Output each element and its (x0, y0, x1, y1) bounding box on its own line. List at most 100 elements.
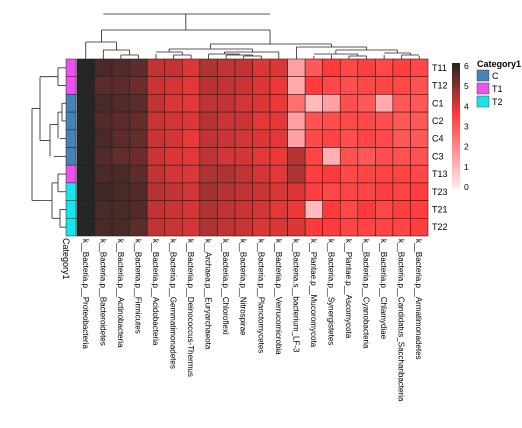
heatmap-cell (339, 111, 359, 131)
heatmap-cells (76, 58, 429, 237)
heatmap-cell (287, 147, 306, 166)
colorbar-segment (452, 98, 460, 101)
colorbar-segment (452, 90, 460, 93)
heatmap-cell (199, 164, 218, 184)
heatmap-cell (164, 147, 183, 166)
heatmap-cell (129, 58, 148, 78)
heatmap-cell (304, 58, 323, 78)
heatmap-cell (164, 129, 183, 148)
colorbar-segment (452, 167, 460, 170)
heatmap-cell (252, 58, 271, 78)
colorbar-segment (452, 108, 460, 112)
heatmap-cell (94, 147, 113, 166)
category-cell (65, 94, 77, 113)
category-legend-swatch (476, 69, 490, 82)
heatmap-cell (252, 182, 271, 201)
heatmap-cell (199, 111, 218, 131)
heatmap-cell (146, 76, 166, 95)
column-label: k__Plantae.p__Mucoromycota (309, 239, 318, 348)
heatmap-cell (234, 164, 253, 184)
heatmap-cell (111, 129, 130, 148)
heatmap-cell (375, 164, 394, 184)
heatmap-cell (111, 200, 130, 219)
heatmap-cell (76, 58, 95, 78)
category-legend-swatch (476, 82, 490, 95)
category-cell (65, 147, 77, 166)
heatmap-cell (357, 76, 376, 95)
heatmap-cell (252, 200, 271, 219)
colorbar-segment (452, 123, 460, 126)
heatmap-cell (199, 58, 218, 78)
heatmap-cell (410, 94, 429, 113)
heatmap-cell (164, 218, 183, 237)
category-cell (65, 200, 77, 219)
heatmap-cell (182, 129, 201, 148)
colorbar-segment (452, 135, 460, 139)
heatmap-cell (269, 182, 288, 201)
heatmap-cell (287, 76, 306, 95)
heatmap-cell (164, 164, 183, 184)
heatmap-cell (357, 218, 376, 237)
heatmap-cell (304, 76, 323, 95)
colorbar-segment (452, 115, 460, 118)
heatmap-cell (252, 111, 271, 131)
heatmap-cell (76, 111, 95, 131)
colorbar-segment (452, 88, 460, 91)
heatmap-cell (339, 129, 359, 148)
row-label: T21 (432, 204, 448, 214)
heatmap-cell (357, 58, 376, 78)
heatmap-cell (410, 129, 429, 148)
heatmap-cell (234, 200, 253, 219)
heatmap-cell (357, 200, 376, 219)
heatmap-cell (375, 129, 394, 148)
row-label: C2 (432, 116, 444, 126)
heatmap-cell (76, 218, 95, 237)
colorbar-segment (452, 150, 460, 153)
category-legend-title: Category1 (477, 59, 521, 69)
heatmap-cell (129, 218, 148, 237)
heatmap-cell (287, 129, 306, 148)
heatmap-cell (269, 200, 288, 219)
category-cell (65, 182, 77, 201)
heatmap-cell (375, 58, 394, 78)
heatmap-cell (322, 164, 341, 184)
heatmap-cell (252, 147, 271, 166)
heatmap-cell (234, 129, 253, 148)
heatmap-cell (339, 164, 359, 184)
heatmap-cell (146, 200, 166, 219)
heatmap-cell (252, 94, 271, 113)
heatmap-cell (287, 218, 306, 237)
heatmap-cell (410, 200, 429, 219)
heatmap-cell (269, 94, 288, 113)
heatmap-cell (392, 111, 411, 131)
heatmap-cell (410, 147, 429, 166)
column-label: k__Archaea.p__Euryarchaeota (204, 239, 213, 350)
column-label: k__Bacteria.p__Firmicutes (133, 239, 142, 334)
heatmap-cell (164, 94, 183, 113)
row-label: T11 (432, 63, 447, 73)
column-label: k__Bacteria.p__Bacteroidetes (98, 239, 107, 346)
heatmap-cell (287, 182, 306, 201)
heatmap-cell (392, 182, 411, 201)
colorbar-segment (452, 63, 460, 66)
heatmap-cell (410, 58, 429, 78)
heatmap-cell (339, 182, 359, 201)
heatmap-cell (217, 129, 236, 148)
colorbar-segment (452, 142, 460, 145)
column-label: k__Bacteria.p__Armatimonadetes (414, 239, 423, 360)
row-label: T22 (432, 222, 448, 232)
colorbar-tick-label: 2 (464, 142, 469, 152)
heatmap-cell (146, 58, 166, 78)
heatmap-cell (357, 182, 376, 201)
colorbar-segment (452, 94, 460, 97)
category-legend-label: T1 (492, 84, 503, 94)
heatmap-cell (287, 111, 306, 131)
heatmap-cell (199, 218, 218, 237)
heatmap-cell (111, 218, 130, 237)
heatmap-cell (269, 129, 288, 148)
heatmap-cell (76, 164, 95, 184)
category-legend-label: T2 (492, 97, 503, 107)
heatmap-cell (199, 94, 218, 113)
column-label: k__Bacteria.s__bacterium_LF-3 (291, 239, 300, 353)
heatmap-cell (164, 76, 183, 95)
